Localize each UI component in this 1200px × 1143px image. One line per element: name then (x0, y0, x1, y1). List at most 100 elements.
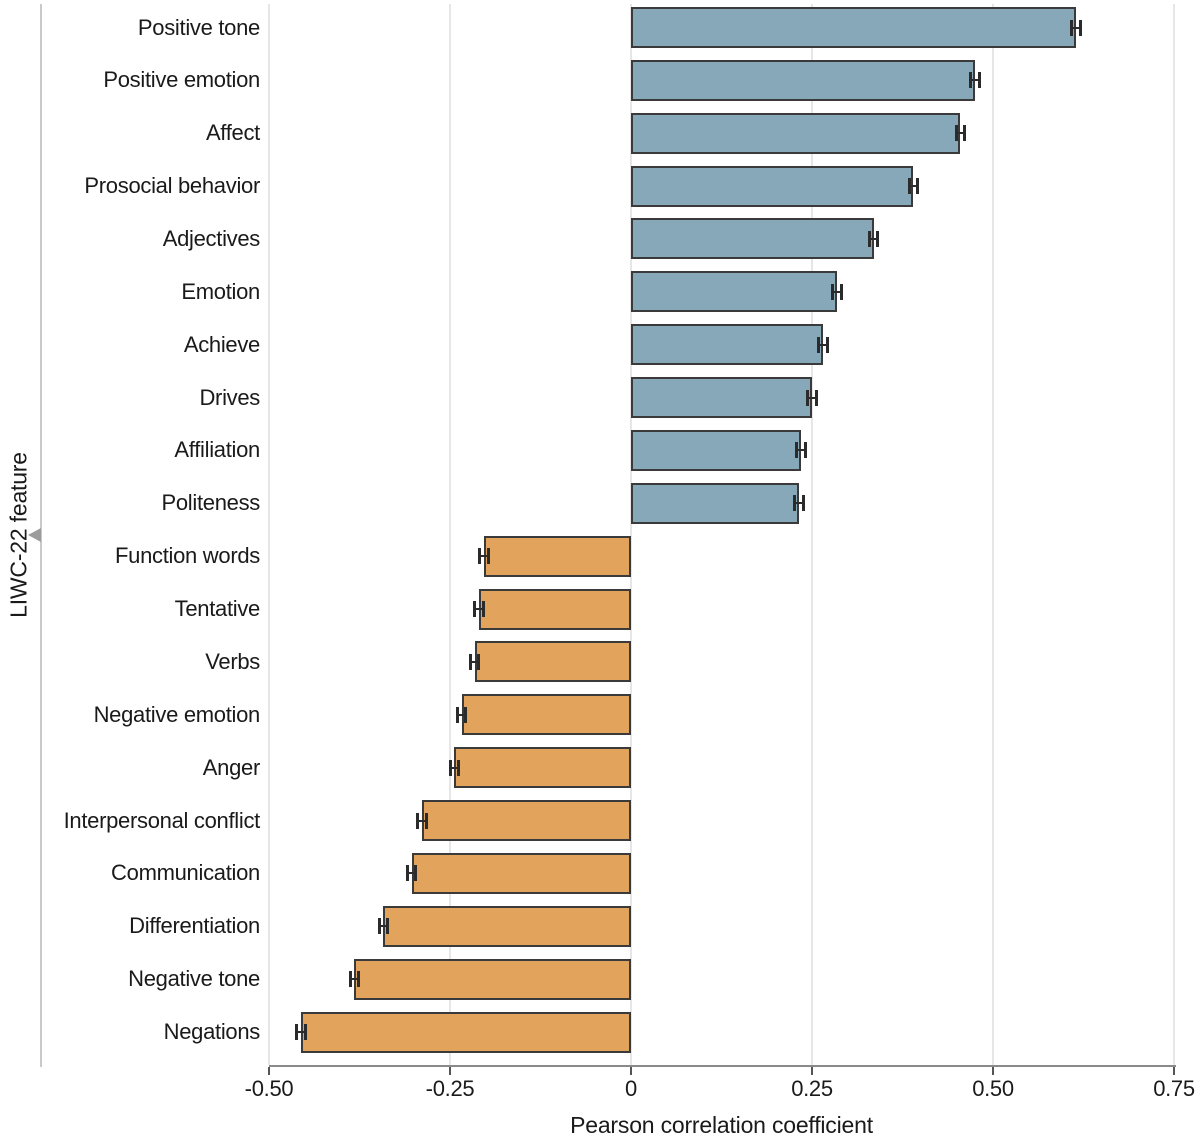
x-tick-0.25 (811, 1067, 813, 1075)
errorbar-cap-positive-emotion (977, 72, 981, 89)
errorbar-cap-function-words (478, 548, 482, 565)
x-tick-0 (630, 1067, 632, 1075)
x-tick-label-0.50: 0.50 (972, 1076, 1014, 1101)
errorbar-cap-negative-tone (357, 971, 361, 988)
x-tick--0.25 (449, 1067, 451, 1075)
errorbar-cap-negative-tone (348, 971, 352, 988)
gridline--0.50 (268, 4, 270, 1065)
errorbar-line-drives (807, 396, 817, 399)
bar-affiliation (631, 429, 802, 471)
errorbar-line-politeness (794, 502, 804, 505)
errorbar-line-negative-emotion (457, 713, 466, 716)
category-label-negative-tone: Negative tone (128, 966, 260, 992)
errorbar-line-affiliation (796, 449, 806, 452)
category-label-positive-emotion: Positive emotion (103, 67, 260, 93)
bar-negative-tone (354, 958, 631, 1000)
bar-anger (454, 747, 631, 789)
errorbar-cap-positive-tone (1070, 19, 1074, 36)
errorbar-line-achieve (818, 343, 828, 346)
bar-positive-tone (631, 7, 1077, 48)
errorbar-line-prosocial-behavior (909, 185, 918, 188)
category-label-politeness: Politeness (161, 490, 260, 516)
errorbar-cap-negative-emotion (464, 706, 468, 723)
x-tick-label-0.25: 0.25 (791, 1076, 833, 1101)
errorbar-cap-affect (954, 125, 958, 142)
errorbar-line-anger (450, 766, 459, 769)
errorbar-cap-affiliation (803, 442, 807, 459)
category-label-adjectives: Adjectives (162, 225, 261, 251)
bar-interpersonal-conflict (421, 800, 631, 842)
gridline-0.50 (992, 4, 994, 1065)
bar-negations (300, 1011, 631, 1053)
category-label-emotion: Emotion (181, 278, 260, 304)
errorbar-cap-negations (303, 1024, 307, 1041)
errorbar-cap-affect (963, 125, 967, 142)
errorbar-line-communication (407, 872, 416, 875)
y-axis-line (40, 4, 42, 1067)
category-label-positive-tone: Positive tone (137, 14, 260, 40)
errorbar-line-affect (956, 132, 965, 135)
errorbar-cap-function-words (486, 548, 490, 565)
errorbar-cap-positive-emotion (969, 72, 973, 89)
x-axis-title: Pearson correlation coefficient (570, 1112, 873, 1138)
errorbar-cap-anger (457, 759, 461, 776)
x-tick-label-0: 0 (625, 1076, 637, 1101)
bar-negative-emotion (461, 694, 631, 736)
category-label-tentative: Tentative (174, 596, 261, 622)
gridline-0.75 (1173, 4, 1175, 1065)
errorbar-cap-affiliation (795, 442, 799, 459)
errorbar-cap-prosocial-behavior (907, 178, 911, 195)
y-axis-arrow-icon (28, 527, 41, 542)
errorbar-cap-achieve (825, 336, 829, 353)
errorbar-cap-negations (295, 1024, 298, 1041)
bar-tentative (478, 588, 631, 630)
errorbar-cap-differentiation (386, 918, 390, 935)
errorbar-cap-anger (448, 759, 452, 776)
category-label-achieve: Achieve (183, 331, 260, 357)
x-tick-0.75 (1173, 1067, 1175, 1075)
category-label-affiliation: Affiliation (174, 437, 260, 463)
bar-emotion (631, 271, 838, 313)
bar-achieve (631, 324, 823, 366)
errorbar-cap-interpersonal-conflict (415, 812, 419, 829)
category-label-differentiation: Differentiation (129, 913, 260, 939)
errorbar-line-negative-tone (350, 978, 359, 981)
bar-verbs (474, 641, 631, 683)
x-tick--0.50 (268, 1067, 270, 1075)
bar-communication (411, 852, 631, 894)
category-label-negations: Negations (163, 1019, 261, 1045)
errorbar-cap-emotion (831, 283, 835, 300)
errorbar-cap-drives (814, 389, 818, 406)
errorbar-cap-communication (405, 865, 409, 882)
x-tick-label--0.25: -0.25 (425, 1076, 475, 1101)
errorbar-cap-adjectives (867, 230, 871, 247)
gridline-0 (630, 4, 632, 1065)
category-label-negative-emotion: Negative emotion (93, 701, 261, 727)
errorbar-cap-prosocial-behavior (916, 178, 920, 195)
errorbar-cap-emotion (840, 283, 844, 300)
category-label-affect: Affect (205, 120, 260, 146)
errorbar-line-positive-emotion (970, 79, 980, 82)
bar-prosocial-behavior (631, 165, 914, 207)
bar-differentiation (383, 905, 631, 947)
category-label-verbs: Verbs (205, 648, 260, 674)
bar-affect (631, 112, 961, 154)
errorbar-line-differentiation (379, 925, 388, 928)
errorbar-line-tentative (474, 608, 484, 611)
errorbar-cap-tentative (473, 601, 477, 618)
errorbar-cap-drives (806, 389, 810, 406)
errorbar-cap-politeness (793, 495, 797, 512)
category-label-prosocial-behavior: Prosocial behavior (84, 173, 260, 199)
gridline--0.25 (449, 4, 451, 1065)
bar-positive-emotion (631, 59, 975, 101)
errorbar-cap-tentative (481, 601, 485, 618)
errorbar-cap-negative-emotion (455, 706, 459, 723)
errorbar-line-interpersonal-conflict (417, 819, 427, 822)
category-label-anger: Anger (202, 754, 261, 780)
errorbar-line-verbs (470, 660, 479, 663)
category-label-communication: Communication (111, 860, 260, 886)
x-tick-label-0.75: 0.75 (1153, 1076, 1195, 1101)
bar-function-words (484, 535, 631, 577)
bar-politeness (631, 482, 799, 524)
